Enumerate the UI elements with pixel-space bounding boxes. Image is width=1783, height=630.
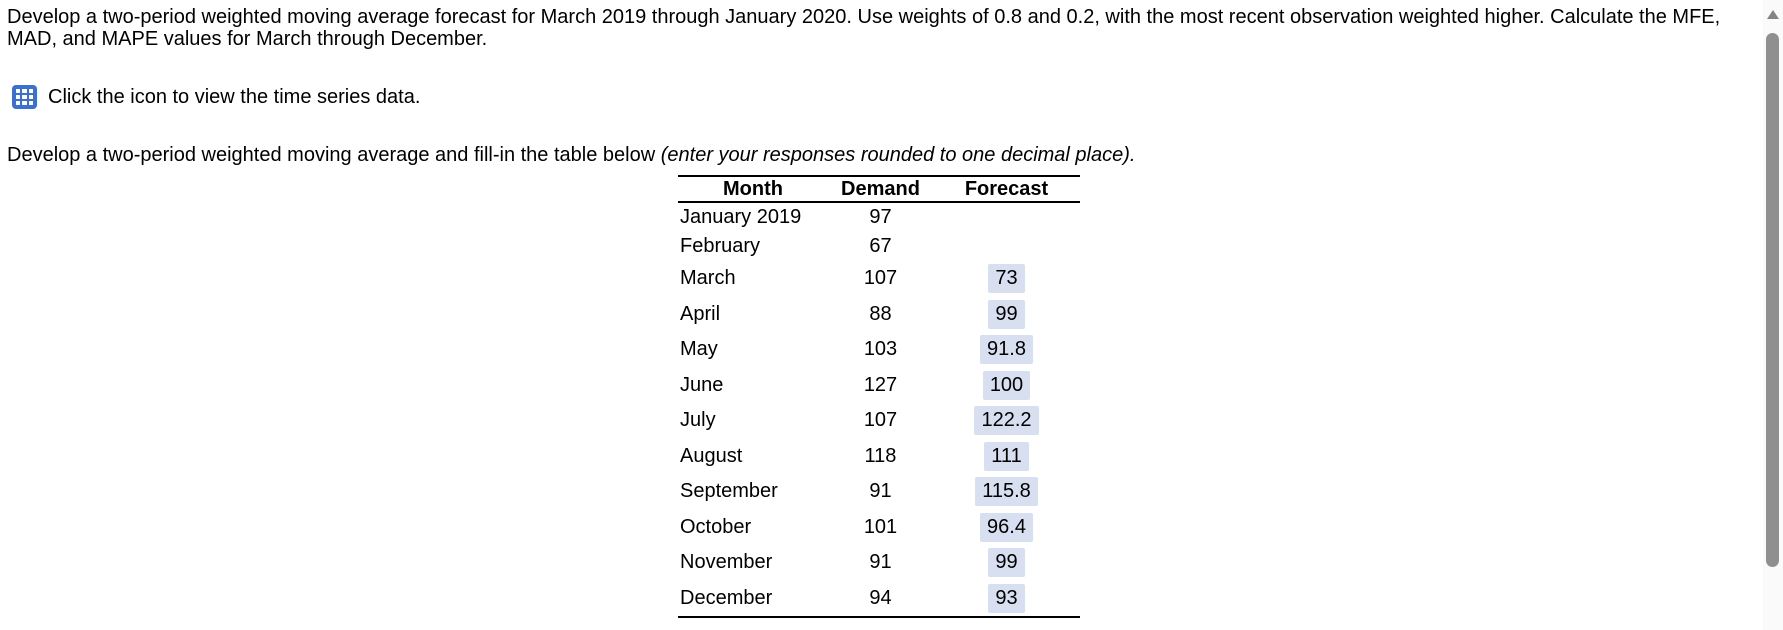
table-row: May 103 91.8 <box>678 332 1080 368</box>
grid-cell <box>22 95 27 99</box>
month-cell: October <box>680 515 752 538</box>
forecast-cell: 100 <box>933 370 1080 400</box>
forecast-answer-field[interactable]: 99 <box>988 299 1025 329</box>
demand-cell: 67 <box>869 235 892 257</box>
table-row: July 107 122.2 <box>678 403 1080 439</box>
forecast-cell: 96.4 <box>933 512 1080 542</box>
forecast-answer-field[interactable]: 99 <box>988 548 1025 578</box>
table-header-row: Month Demand Forecast <box>678 175 1080 203</box>
demand-cell: 97 <box>869 206 892 228</box>
demand-cell: 91 <box>869 480 892 503</box>
forecast-answer-field[interactable]: 96.4 <box>980 512 1033 542</box>
table-row: January 2019 97 <box>678 203 1080 232</box>
table-row: June 127 100 <box>678 368 1080 404</box>
month-cell: July <box>680 409 716 432</box>
table-row: April 88 99 <box>678 297 1080 333</box>
forecast-answer-field[interactable]: 93 <box>988 583 1025 613</box>
data-icon-row: Click the icon to view the time series d… <box>12 84 420 110</box>
month-cell: February <box>680 235 761 257</box>
month-cell: January 2019 <box>680 206 802 228</box>
table-row: March 107 73 <box>678 261 1080 297</box>
month-cell: August <box>680 444 743 467</box>
forecast-table: Month Demand Forecast January 2019 97 Febr… <box>678 175 1080 618</box>
grid-cell <box>28 89 33 93</box>
table-row: September 91 115.8 <box>678 474 1080 510</box>
demand-cell: 88 <box>869 302 892 325</box>
grid-cell <box>16 101 21 105</box>
fill-in-instruction-italic: (enter your responses rounded to one dec… <box>660 144 1136 166</box>
table-row: August 118 111 <box>678 439 1080 475</box>
month-cell: December <box>680 586 773 609</box>
month-cell: September <box>680 480 778 503</box>
scroll-up-arrow-icon[interactable] <box>1767 10 1779 19</box>
forecast-answer-field[interactable]: 100 <box>982 370 1031 400</box>
forecast-answer-field[interactable]: 73 <box>988 264 1025 294</box>
grid-cell <box>22 89 27 93</box>
table-row: November 91 99 <box>678 545 1080 581</box>
forecast-cell: 99 <box>933 548 1080 578</box>
month-cell: March <box>680 267 736 290</box>
header-forecast: Forecast <box>964 177 1049 200</box>
table-row: February 67 <box>678 232 1080 261</box>
forecast-cell: 111 <box>933 441 1080 471</box>
grid-cell <box>28 101 33 105</box>
month-cell: June <box>680 373 724 396</box>
grid-cell <box>16 95 21 99</box>
demand-cell: 127 <box>863 373 898 396</box>
demand-cell: 107 <box>863 409 898 432</box>
demand-cell: 101 <box>863 515 898 538</box>
month-cell: April <box>680 302 721 325</box>
table-grid-icon[interactable] <box>12 85 37 109</box>
vertical-scrollbar[interactable] <box>1763 0 1783 630</box>
forecast-cell: 93 <box>933 583 1080 613</box>
grid-cell <box>28 95 33 99</box>
icon-instruction-text: Click the icon to view the time series d… <box>48 85 421 108</box>
forecast-cell: 115.8 <box>933 477 1080 507</box>
table-body: January 2019 97 February 67 March 107 73 April 8… <box>678 203 1080 618</box>
month-cell: May <box>680 338 718 361</box>
demand-cell: 94 <box>869 586 892 609</box>
forecast-cell: 122.2 <box>933 406 1080 436</box>
fill-in-instruction-normal: Develop a two-period weighted moving ave… <box>7 144 661 166</box>
forecast-cell: 91.8 <box>933 335 1080 365</box>
demand-cell: 107 <box>863 267 898 290</box>
header-demand: Demand <box>841 177 920 200</box>
demand-cell: 118 <box>864 444 897 467</box>
forecast-answer-field[interactable]: 115.8 <box>975 477 1038 507</box>
forecast-answer-field[interactable]: 91.8 <box>980 335 1033 365</box>
scrollbar-thumb[interactable] <box>1766 33 1779 567</box>
forecast-answer-field[interactable]: 122.2 <box>974 406 1039 436</box>
month-cell: November <box>680 551 773 574</box>
forecast-answer-field[interactable]: 111 <box>984 441 1029 471</box>
grid-cell <box>16 89 21 93</box>
forecast-cell: 73 <box>933 264 1080 294</box>
problem-statement: Develop a two-period weighted moving ave… <box>7 6 1721 50</box>
table-row: December 94 93 <box>678 581 1080 617</box>
header-month: Month <box>723 177 783 200</box>
demand-cell: 91 <box>869 551 892 574</box>
demand-cell: 103 <box>863 338 898 361</box>
fill-in-instruction: Develop a two-period weighted moving ave… <box>7 144 1135 167</box>
table-row: October 101 96.4 <box>678 510 1080 546</box>
grid-cell <box>22 101 27 105</box>
forecast-cell: 99 <box>933 299 1080 329</box>
